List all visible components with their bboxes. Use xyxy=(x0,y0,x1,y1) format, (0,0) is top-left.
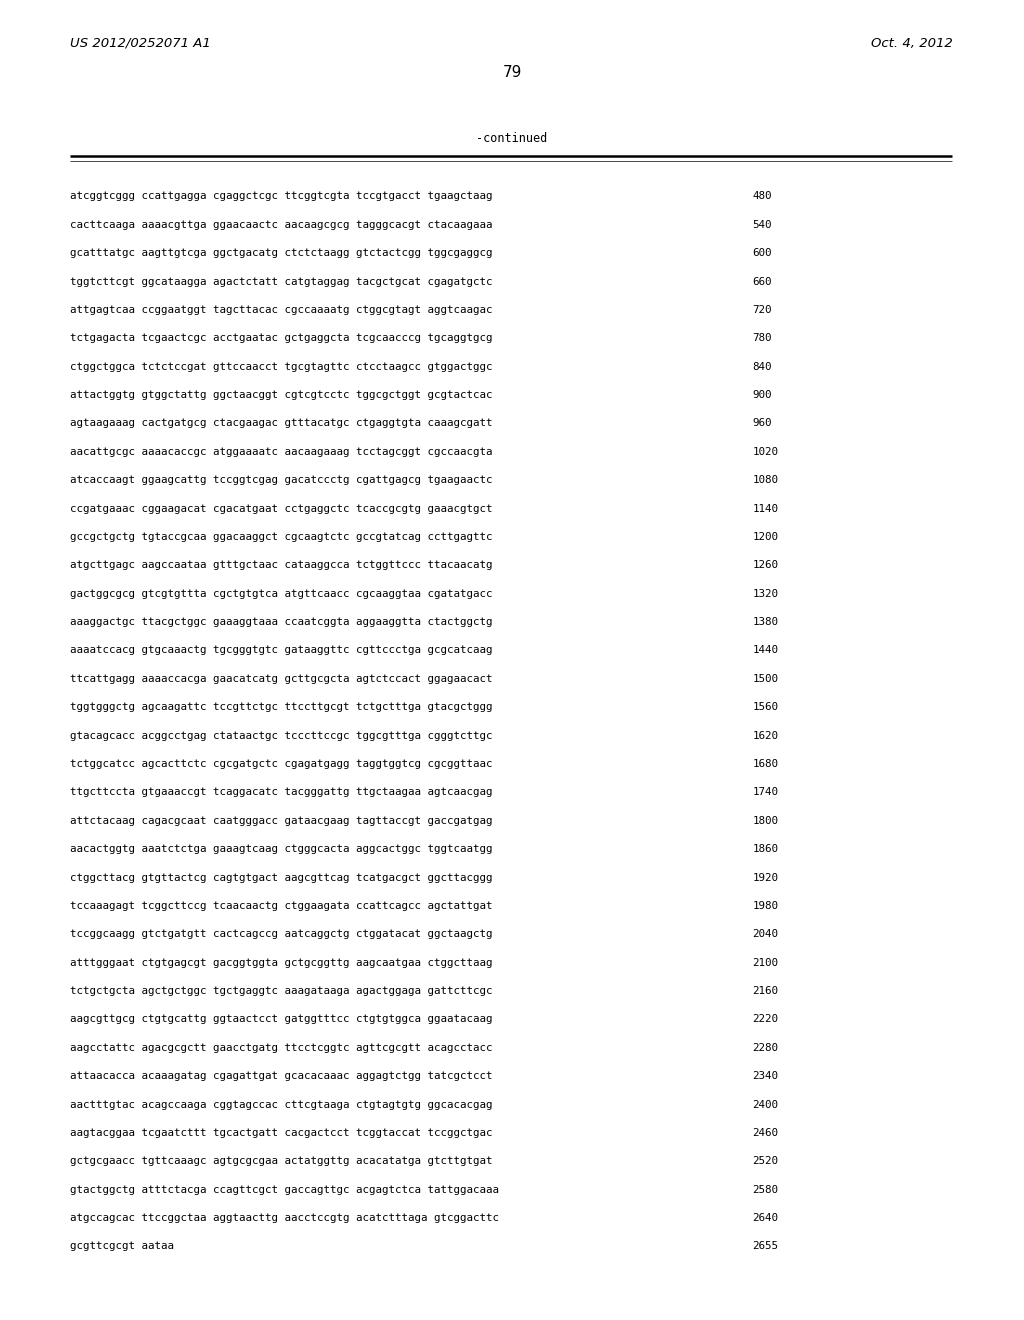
Text: 1020: 1020 xyxy=(753,446,778,457)
Text: -continued: -continued xyxy=(476,132,548,145)
Text: 1920: 1920 xyxy=(753,873,778,883)
Text: 900: 900 xyxy=(753,391,772,400)
Text: aagtacggaa tcgaatcttt tgcactgatt cacgactcct tcggtaccat tccggctgac: aagtacggaa tcgaatcttt tgcactgatt cacgact… xyxy=(70,1127,493,1138)
Text: gtacagcacc acggcctgag ctataactgc tcccttccgc tggcgtttga cgggtcttgc: gtacagcacc acggcctgag ctataactgc tcccttc… xyxy=(70,731,493,741)
Text: Oct. 4, 2012: Oct. 4, 2012 xyxy=(870,37,952,50)
Text: ctggcttacg gtgttactcg cagtgtgact aagcgttcag tcatgacgct ggcttacggg: ctggcttacg gtgttactcg cagtgtgact aagcgtt… xyxy=(70,873,493,883)
Text: tctgctgcta agctgctggc tgctgaggtc aaagataaga agactggaga gattcttcgc: tctgctgcta agctgctggc tgctgaggtc aaagata… xyxy=(70,986,493,997)
Text: 2640: 2640 xyxy=(753,1213,778,1224)
Text: attaacacca acaaagatag cgagattgat gcacacaaac aggagtctgg tatcgctcct: attaacacca acaaagatag cgagattgat gcacaca… xyxy=(70,1072,493,1081)
Text: aactttgtac acagccaaga cggtagccac cttcgtaaga ctgtagtgtg ggcacacgag: aactttgtac acagccaaga cggtagccac cttcgta… xyxy=(70,1100,493,1110)
Text: atcaccaagt ggaagcattg tccggtcgag gacatccctg cgattgagcg tgaagaactc: atcaccaagt ggaagcattg tccggtcgag gacatcc… xyxy=(70,475,493,486)
Text: 2040: 2040 xyxy=(753,929,778,940)
Text: aaaggactgc ttacgctggc gaaaggtaaa ccaatcggta aggaaggtta ctactggctg: aaaggactgc ttacgctggc gaaaggtaaa ccaatcg… xyxy=(70,618,493,627)
Text: 1500: 1500 xyxy=(753,673,778,684)
Text: 600: 600 xyxy=(753,248,772,259)
Text: cacttcaaga aaaacgttga ggaacaactc aacaagcgcg tagggcacgt ctacaagaaa: cacttcaaga aaaacgttga ggaacaactc aacaagc… xyxy=(70,219,493,230)
Text: 1440: 1440 xyxy=(753,645,778,656)
Text: ccgatgaaac cggaagacat cgacatgaat cctgaggctc tcaccgcgtg gaaacgtgct: ccgatgaaac cggaagacat cgacatgaat cctgagg… xyxy=(70,503,493,513)
Text: aacattgcgc aaaacaccgc atggaaaatc aacaagaaag tcctagcggt cgccaacgta: aacattgcgc aaaacaccgc atggaaaatc aacaaga… xyxy=(70,446,493,457)
Text: aacactggtg aaatctctga gaaagtcaag ctgggcacta aggcactggc tggtcaatgg: aacactggtg aaatctctga gaaagtcaag ctgggca… xyxy=(70,845,493,854)
Text: gcatttatgc aagttgtcga ggctgacatg ctctctaagg gtctactcgg tggcgaggcg: gcatttatgc aagttgtcga ggctgacatg ctctcta… xyxy=(70,248,493,259)
Text: 1560: 1560 xyxy=(753,702,778,713)
Text: tccaaagagt tcggcttccg tcaacaactg ctggaagata ccattcagcc agctattgat: tccaaagagt tcggcttccg tcaacaactg ctggaag… xyxy=(70,900,493,911)
Text: 960: 960 xyxy=(753,418,772,429)
Text: 1140: 1140 xyxy=(753,503,778,513)
Text: tggtgggctg agcaagattc tccgttctgc ttccttgcgt tctgctttga gtacgctggg: tggtgggctg agcaagattc tccgttctgc ttccttg… xyxy=(70,702,493,713)
Text: 79: 79 xyxy=(503,65,521,79)
Text: 1740: 1740 xyxy=(753,787,778,797)
Text: atcggtcggg ccattgagga cgaggctcgc ttcggtcgta tccgtgacct tgaagctaag: atcggtcggg ccattgagga cgaggctcgc ttcggtc… xyxy=(70,191,493,202)
Text: 540: 540 xyxy=(753,219,772,230)
Text: 2655: 2655 xyxy=(753,1241,778,1251)
Text: tccggcaagg gtctgatgtt cactcagccg aatcaggctg ctggatacat ggctaagctg: tccggcaagg gtctgatgtt cactcagccg aatcagg… xyxy=(70,929,493,940)
Text: 1260: 1260 xyxy=(753,560,778,570)
Text: 2520: 2520 xyxy=(753,1156,778,1167)
Text: attgagtcaa ccggaatggt tagcttacac cgccaaaatg ctggcgtagt aggtcaagac: attgagtcaa ccggaatggt tagcttacac cgccaaa… xyxy=(70,305,493,315)
Text: 1620: 1620 xyxy=(753,731,778,741)
Text: attctacaag cagacgcaat caatgggacc gataacgaag tagttaccgt gaccgatgag: attctacaag cagacgcaat caatgggacc gataacg… xyxy=(70,816,493,826)
Text: gctgcgaacc tgttcaaagc agtgcgcgaa actatggttg acacatatga gtcttgtgat: gctgcgaacc tgttcaaagc agtgcgcgaa actatgg… xyxy=(70,1156,493,1167)
Text: ttcattgagg aaaaccacga gaacatcatg gcttgcgcta agtctccact ggagaacact: ttcattgagg aaaaccacga gaacatcatg gcttgcg… xyxy=(70,673,493,684)
Text: 480: 480 xyxy=(753,191,772,202)
Text: aagcctattc agacgcgctt gaacctgatg ttcctcggtc agttcgcgtt acagcctacc: aagcctattc agacgcgctt gaacctgatg ttcctcg… xyxy=(70,1043,493,1053)
Text: tctggcatcc agcacttctc cgcgatgctc cgagatgagg taggtggtcg cgcggttaac: tctggcatcc agcacttctc cgcgatgctc cgagatg… xyxy=(70,759,493,770)
Text: 1200: 1200 xyxy=(753,532,778,543)
Text: ctggctggca tctctccgat gttccaacct tgcgtagttc ctcctaagcc gtggactggc: ctggctggca tctctccgat gttccaacct tgcgtag… xyxy=(70,362,493,372)
Text: tggtcttcgt ggcataagga agactctatt catgtaggag tacgctgcat cgagatgctc: tggtcttcgt ggcataagga agactctatt catgtag… xyxy=(70,277,493,286)
Text: 2280: 2280 xyxy=(753,1043,778,1053)
Text: gccgctgctg tgtaccgcaa ggacaaggct cgcaagtctc gccgtatcag ccttgagttc: gccgctgctg tgtaccgcaa ggacaaggct cgcaagt… xyxy=(70,532,493,543)
Text: 660: 660 xyxy=(753,277,772,286)
Text: 1980: 1980 xyxy=(753,900,778,911)
Text: ttgcttccta gtgaaaccgt tcaggacatc tacgggattg ttgctaagaa agtcaacgag: ttgcttccta gtgaaaccgt tcaggacatc tacggga… xyxy=(70,787,493,797)
Text: 1800: 1800 xyxy=(753,816,778,826)
Text: 1320: 1320 xyxy=(753,589,778,599)
Text: 2220: 2220 xyxy=(753,1014,778,1024)
Text: 2460: 2460 xyxy=(753,1127,778,1138)
Text: 1860: 1860 xyxy=(753,845,778,854)
Text: agtaagaaag cactgatgcg ctacgaagac gtttacatgc ctgaggtgta caaagcgatt: agtaagaaag cactgatgcg ctacgaagac gtttaca… xyxy=(70,418,493,429)
Text: aagcgttgcg ctgtgcattg ggtaactcct gatggtttcc ctgtgtggca ggaatacaag: aagcgttgcg ctgtgcattg ggtaactcct gatggtt… xyxy=(70,1014,493,1024)
Text: 780: 780 xyxy=(753,333,772,343)
Text: atgcttgagc aagccaataa gtttgctaac cataaggcca tctggttccc ttacaacatg: atgcttgagc aagccaataa gtttgctaac cataagg… xyxy=(70,560,493,570)
Text: gcgttcgcgt aataa: gcgttcgcgt aataa xyxy=(70,1241,174,1251)
Text: 2580: 2580 xyxy=(753,1185,778,1195)
Text: 1380: 1380 xyxy=(753,618,778,627)
Text: 2160: 2160 xyxy=(753,986,778,997)
Text: 2340: 2340 xyxy=(753,1072,778,1081)
Text: atttgggaat ctgtgagcgt gacggtggta gctgcggttg aagcaatgaa ctggcttaag: atttgggaat ctgtgagcgt gacggtggta gctgcgg… xyxy=(70,957,493,968)
Text: gactggcgcg gtcgtgttta cgctgtgtca atgttcaacc cgcaaggtaa cgatatgacc: gactggcgcg gtcgtgttta cgctgtgtca atgttca… xyxy=(70,589,493,599)
Text: attactggtg gtggctattg ggctaacggt cgtcgtcctc tggcgctggt gcgtactcac: attactggtg gtggctattg ggctaacggt cgtcgtc… xyxy=(70,391,493,400)
Text: 720: 720 xyxy=(753,305,772,315)
Text: 2100: 2100 xyxy=(753,957,778,968)
Text: 1680: 1680 xyxy=(753,759,778,770)
Text: gtactggctg atttctacga ccagttcgct gaccagttgc acgagtctca tattggacaaa: gtactggctg atttctacga ccagttcgct gaccagt… xyxy=(70,1185,499,1195)
Text: tctgagacta tcgaactcgc acctgaatac gctgaggcta tcgcaacccg tgcaggtgcg: tctgagacta tcgaactcgc acctgaatac gctgagg… xyxy=(70,333,493,343)
Text: US 2012/0252071 A1: US 2012/0252071 A1 xyxy=(70,37,210,50)
Text: atgccagcac ttccggctaa aggtaacttg aacctccgtg acatctttaga gtcggacttc: atgccagcac ttccggctaa aggtaacttg aacctcc… xyxy=(70,1213,499,1224)
Text: aaaatccacg gtgcaaactg tgcgggtgtc gataaggttc cgttccctga gcgcatcaag: aaaatccacg gtgcaaactg tgcgggtgtc gataagg… xyxy=(70,645,493,656)
Text: 1080: 1080 xyxy=(753,475,778,486)
Text: 840: 840 xyxy=(753,362,772,372)
Text: 2400: 2400 xyxy=(753,1100,778,1110)
